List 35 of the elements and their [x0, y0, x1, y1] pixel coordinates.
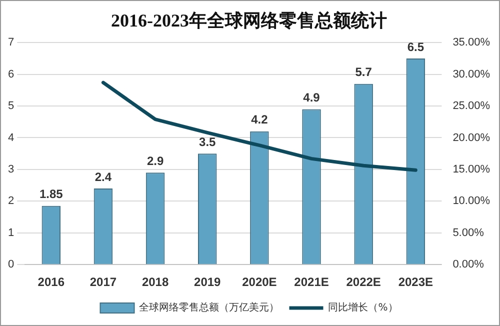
data-label: 3.5 — [199, 134, 216, 149]
legend-label: 全球网络零售总额（万亿美元） — [139, 302, 280, 314]
y2-tick-label: 25.00% — [452, 100, 490, 112]
chart-title: 2016-2023年全球网络零售总额统计 — [111, 10, 387, 30]
y-tick-label: 3 — [8, 163, 14, 176]
y2-tick-label: 35.00% — [452, 36, 490, 49]
data-label: 4.2 — [251, 112, 268, 127]
data-label: 2.4 — [94, 170, 112, 184]
data-label: 1.85 — [39, 187, 64, 202]
y2-tick-label: 0.00% — [452, 258, 484, 271]
x-tick-label: 2023E — [398, 275, 434, 290]
x-tick-label: 2022E — [346, 275, 381, 290]
x-tick-label: 2020E — [242, 275, 277, 290]
x-tick-label: 2016 — [38, 275, 65, 290]
legend-label: 同比增长（%） — [328, 302, 398, 314]
x-tick-label: 2021E — [294, 275, 329, 290]
y2-tick-label: 10.00% — [452, 195, 490, 208]
y-tick-label: 1 — [8, 226, 14, 239]
y-tick-label: 7 — [8, 36, 14, 49]
y-tick-label: 5 — [8, 100, 14, 112]
y-tick-label: 2 — [8, 195, 14, 208]
y2-tick-label: 20.00% — [452, 132, 490, 144]
data-label: 2.9 — [146, 154, 164, 168]
y2-tick-label: 5.00% — [452, 226, 484, 239]
data-label: 6.5 — [407, 40, 424, 54]
y2-tick-label: 30.00% — [452, 68, 490, 80]
x-tick-label: 2018 — [142, 275, 169, 290]
x-tick-label: 2019 — [194, 275, 222, 290]
y-tick-label: 0 — [8, 258, 14, 271]
data-label: 5.7 — [355, 65, 372, 80]
data-label: 4.9 — [303, 90, 320, 105]
x-tick-label: 2017 — [90, 275, 117, 290]
y2-tick-label: 15.00% — [452, 163, 490, 176]
y-tick-label: 6 — [8, 68, 14, 80]
y-tick-label: 4 — [8, 132, 14, 144]
